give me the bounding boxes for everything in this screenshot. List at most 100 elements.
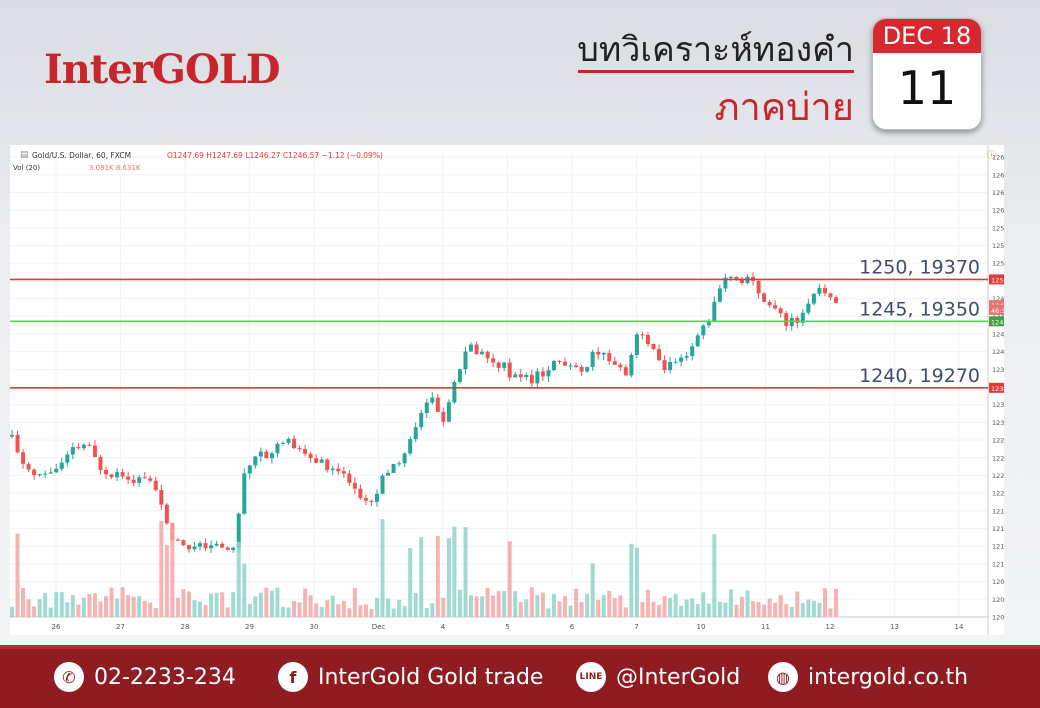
volume-bar (303, 588, 308, 617)
volume-bar (413, 593, 418, 617)
facebook-contact[interactable]: f InterGold Gold trade (278, 662, 543, 692)
candle-body (297, 448, 302, 450)
volume-bar (341, 601, 346, 617)
candle-body (10, 434, 14, 437)
line-id: @InterGold (616, 664, 741, 690)
chart-svg: 2627282930Dec456710111213141267.501265.0… (10, 145, 1019, 635)
volume-bar (828, 608, 833, 617)
candle-body (225, 547, 230, 550)
volume-bar (535, 595, 540, 617)
candle-body (374, 493, 379, 502)
volume-bar (834, 588, 838, 617)
candle-body (402, 453, 407, 464)
volume-bar (408, 548, 413, 617)
volume-bar (81, 597, 86, 617)
volume-bar (59, 592, 64, 617)
volume-bar (363, 604, 368, 617)
candle-body (341, 471, 346, 474)
candle-body (601, 353, 606, 355)
candle-body (551, 360, 556, 371)
volume-bar (115, 598, 120, 617)
volume-bar (800, 603, 805, 617)
volume-bar (319, 607, 324, 617)
volume-bar (198, 601, 203, 617)
volume-bar (48, 607, 53, 617)
volume-bar (474, 596, 479, 617)
x-tick-label: 7 (634, 623, 638, 631)
candle-body (645, 334, 650, 345)
candle-body (723, 277, 728, 289)
line-contact[interactable]: LINE @InterGold (576, 662, 740, 692)
volume-bar (65, 602, 70, 617)
candle-body (502, 362, 507, 368)
volume-bar (662, 596, 667, 617)
volume-bar (784, 604, 789, 617)
candle-body (563, 361, 568, 366)
volume-bar (712, 534, 717, 617)
candle-body (607, 353, 612, 362)
candle-body (585, 367, 590, 372)
volume-bar (811, 600, 816, 617)
y-tick-label: 1252.50 (992, 260, 1004, 268)
candle-body (269, 453, 274, 459)
y-tick-label: 1265.00 (992, 171, 1004, 179)
phone-contact[interactable]: ✆ 02-2233-234 (54, 662, 236, 692)
volume-bar (275, 587, 280, 617)
volume-bar (695, 604, 700, 617)
volume-bar (231, 592, 236, 617)
candle-body (474, 344, 479, 355)
volume-bar (469, 595, 474, 617)
candle-body (32, 469, 37, 476)
candle-body (480, 351, 485, 355)
candle-body (314, 458, 319, 463)
candle-body (822, 287, 827, 294)
volume-bar (352, 587, 357, 617)
volume-bar (336, 604, 341, 617)
candle-body (186, 545, 191, 550)
volume-bar (308, 595, 313, 617)
volume-bar (148, 602, 153, 617)
candle-body (391, 464, 396, 473)
volume-bar (21, 588, 26, 617)
volume-bar (170, 522, 175, 617)
volume-bar (601, 594, 606, 617)
candle-body (126, 476, 131, 480)
info-icon: ⓘ (987, 150, 996, 161)
volume-bar (679, 605, 684, 617)
candle-body (15, 434, 20, 453)
volume-bar (70, 594, 75, 617)
calendar-month: DEC 18 (873, 19, 981, 53)
candle-body (120, 472, 125, 477)
candle-body (159, 490, 164, 505)
candle-body (430, 397, 435, 403)
volume-bar (546, 608, 551, 617)
price-tag-label: 46:36 (991, 307, 1004, 315)
volume-bar (175, 597, 180, 617)
volume-values: 3.081K 8.631K (89, 164, 141, 172)
volume-bar (551, 593, 556, 617)
candle-body (253, 456, 258, 466)
y-tick-label: 1202.50 (992, 614, 1004, 622)
volume-bar (513, 591, 518, 617)
volume-bar (728, 589, 733, 617)
volume-bar (822, 588, 827, 617)
website-contact[interactable]: ◍ intergold.co.th (768, 662, 968, 692)
facebook-name: InterGold Gold trade (318, 664, 544, 690)
volume-bar (789, 606, 794, 617)
candle-body (292, 438, 297, 449)
volume-bar (242, 563, 247, 617)
candle-body (76, 447, 81, 449)
candle-body (59, 462, 64, 469)
price-tag-label: 1244.29 (991, 318, 1004, 326)
y-tick-label: 1232.50 (992, 401, 1004, 409)
x-tick-label: 28 (181, 623, 190, 631)
candle-body (452, 382, 457, 403)
candle-body (220, 543, 225, 548)
x-tick-label: 6 (570, 623, 575, 631)
volume-bar (26, 599, 31, 617)
volume-bar (585, 593, 590, 617)
volume-bar (623, 607, 628, 617)
candle-body (668, 361, 673, 371)
volume-bar (491, 595, 496, 617)
candle-body (37, 474, 42, 476)
